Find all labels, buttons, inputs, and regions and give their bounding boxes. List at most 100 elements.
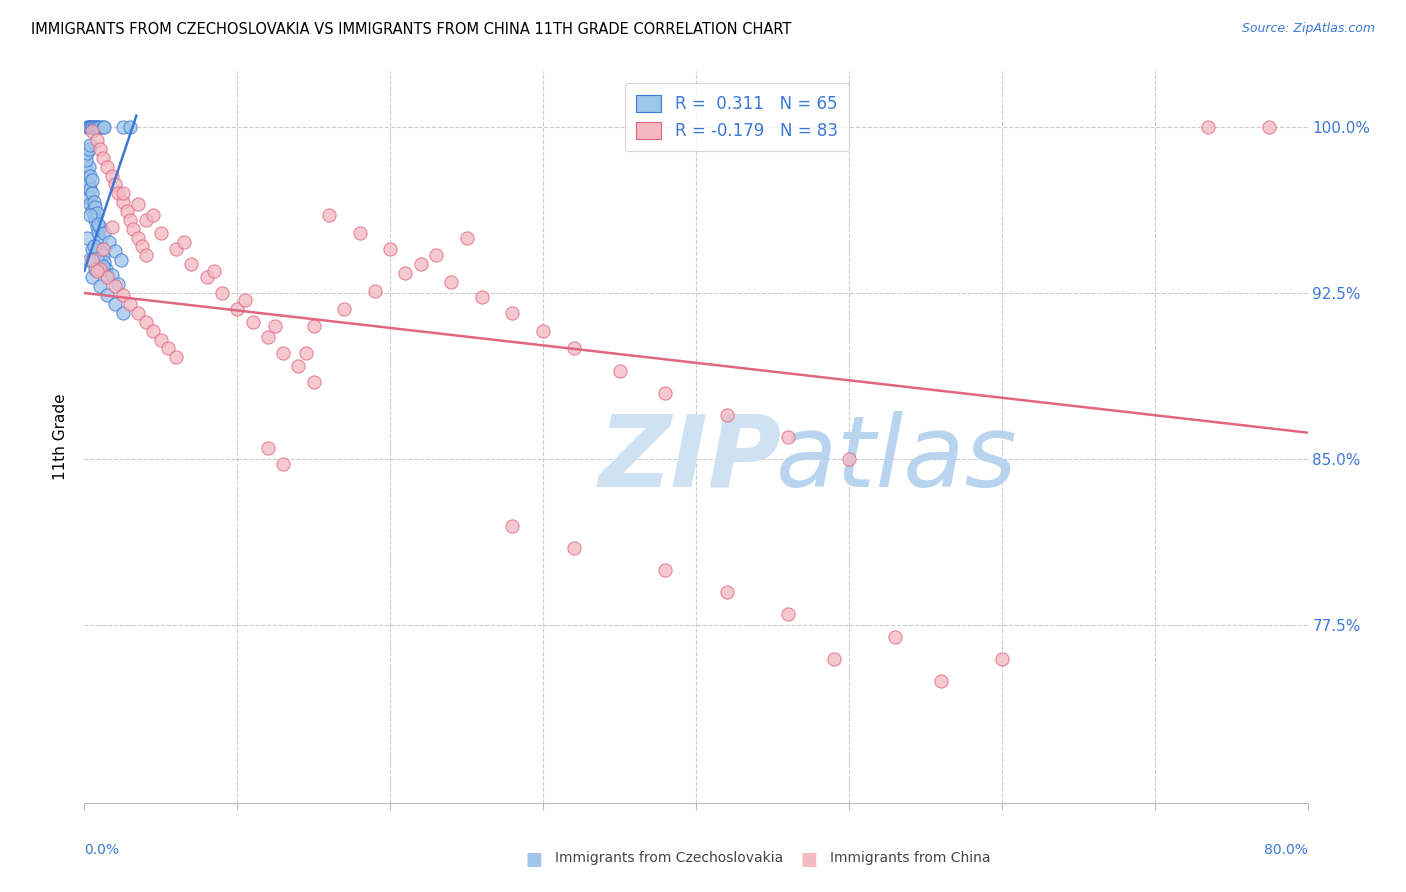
Point [97,235,120,249]
Point [135,315,157,329]
Point [562,342,585,356]
Point [80,204,103,219]
Point [135,212,157,227]
Point [79,169,101,183]
Point [80,120,103,134]
Point [94,261,117,276]
Point [502,518,524,533]
Point [991,651,1014,665]
Point [302,375,325,389]
Point [271,457,294,471]
Point [302,319,325,334]
Point [531,324,554,338]
Point [90,242,112,256]
Point [104,297,127,311]
Point [110,252,132,267]
Point [84,261,107,276]
Point [264,319,287,334]
Point [96,288,118,302]
Point [80,124,103,138]
Point [89,120,111,134]
Point [349,226,371,240]
Point [111,120,134,134]
Point [104,178,127,192]
Point [131,239,153,253]
Point [120,212,142,227]
Point [91,242,114,256]
Point [654,563,676,577]
Point [101,169,124,183]
Point [380,242,402,256]
Point [1197,120,1219,134]
Point [111,186,134,201]
Point [80,120,103,134]
Point [394,266,416,280]
Point [776,607,799,622]
Point [271,346,294,360]
Point [180,257,202,271]
Point [440,275,463,289]
Point [79,137,101,152]
Text: atlas: atlas [776,410,1017,508]
Point [127,230,149,244]
Text: 0.0%: 0.0% [84,843,120,857]
Point [318,209,340,223]
Point [127,306,149,320]
Point [91,260,114,274]
Point [149,226,172,240]
Text: Immigrants from Czechoslovakia: Immigrants from Czechoslovakia [555,851,783,865]
Point [257,330,280,344]
Point [562,541,585,555]
Point [295,346,318,360]
Point [86,219,108,234]
Point [75,175,97,189]
Point [96,270,118,285]
Point [96,268,118,283]
Point [84,120,107,134]
Point [823,651,845,665]
Point [80,173,103,187]
Point [127,197,149,211]
Point [87,120,110,134]
Point [233,293,256,307]
Point [93,120,115,134]
Point [96,160,118,174]
Point [87,217,110,231]
Point [77,252,100,267]
Point [89,279,111,293]
Point [287,359,309,373]
Point [79,209,101,223]
Point [86,251,108,265]
Point [76,164,98,178]
Point [80,252,103,267]
Point [86,133,108,147]
Point [165,242,187,256]
Point [502,306,524,320]
Point [101,268,124,283]
Point [77,178,100,192]
Point [471,290,494,304]
Y-axis label: 11th Grade: 11th Grade [53,393,69,481]
Point [104,279,127,293]
Point [149,333,172,347]
Point [107,186,129,201]
Point [202,264,225,278]
Point [75,153,97,167]
Point [157,342,180,356]
Point [242,315,264,329]
Point [91,120,114,134]
Point [111,288,134,302]
Point [87,226,110,240]
Point [83,209,105,223]
Point [111,306,134,320]
Point [101,219,124,234]
Point [654,385,676,400]
Point [142,209,165,223]
Point [93,255,115,269]
Text: ▪: ▪ [799,844,818,872]
Point [77,160,100,174]
Text: Immigrants from China: Immigrants from China [830,851,990,865]
Point [76,146,98,161]
Point [79,120,101,134]
Legend: R =  0.311   N = 65, R = -0.179   N = 83: R = 0.311 N = 65, R = -0.179 N = 83 [624,83,849,152]
